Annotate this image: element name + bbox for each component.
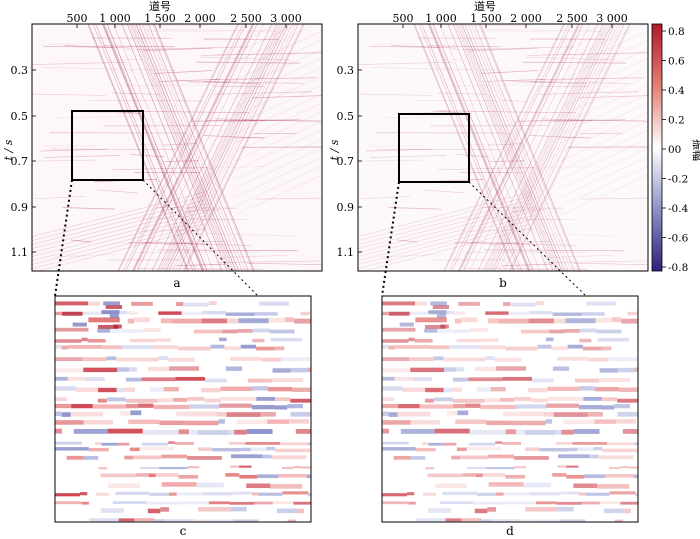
panel-b-frame bbox=[357, 23, 649, 272]
panel-a bbox=[31, 23, 323, 272]
panel-c-frame bbox=[54, 295, 312, 523]
x-tick-label: 3 000 bbox=[596, 12, 628, 25]
panel-b-label: b bbox=[499, 276, 507, 290]
colorbar-tick-label: -0.8 bbox=[668, 262, 688, 274]
x-tick-label: 1 000 bbox=[99, 12, 131, 25]
colorbar-tick-label: 0.8 bbox=[668, 26, 685, 38]
panel-d-label: d bbox=[506, 524, 514, 538]
x-tick-label: 1 500 bbox=[470, 12, 502, 25]
y-tick-label: 0.9 bbox=[337, 201, 355, 214]
y-tick-label: 1.1 bbox=[337, 246, 355, 259]
colorbar-tick-label: -0.4 bbox=[668, 203, 689, 215]
y-tick-label: 0.3 bbox=[337, 64, 355, 77]
connector-a-right bbox=[142, 179, 259, 297]
x-tick-label: 2 000 bbox=[184, 12, 216, 25]
x-tick-label: 500 bbox=[67, 12, 88, 25]
colorbar: 0.8 0.6 0.4 0.2 00 -0.2 -0.4 -0.6 -0.8 振幅 bbox=[651, 23, 700, 274]
colorbar-tick-label: -0.6 bbox=[668, 233, 689, 245]
colorbar-tick-label: 0.4 bbox=[668, 85, 685, 97]
panel-a-label: a bbox=[173, 276, 180, 290]
panel-a-frame bbox=[31, 23, 323, 272]
panel-b-zoom-box bbox=[398, 113, 470, 183]
y-tick-label: 0.5 bbox=[337, 110, 355, 123]
y-tick-label: 0.5 bbox=[11, 110, 29, 123]
colorbar-title: 振幅 bbox=[691, 139, 700, 161]
x-tick-label: 2 500 bbox=[230, 12, 262, 25]
x-tick-label: 3 000 bbox=[270, 12, 302, 25]
x-axis-top: 道号 道号 500 500 1 000 1 000 1 500 1 500 2 000 2 0… bbox=[67, 0, 628, 28]
y-tick-label: 0.3 bbox=[11, 64, 29, 77]
y-tick-label: 0.7 bbox=[337, 155, 355, 168]
y-axis-title-a: t / s bbox=[2, 139, 15, 160]
x-tick-label: 2 500 bbox=[556, 12, 588, 25]
x-axis-title-a: 道号 bbox=[149, 0, 171, 13]
panel-b-background bbox=[358, 24, 648, 271]
x-tick-label: 1 000 bbox=[425, 12, 457, 25]
panel-d bbox=[381, 295, 639, 523]
zoom-connectors bbox=[54, 179, 587, 297]
colorbar-gradient bbox=[651, 23, 663, 272]
y-axis: 0.3 0.3 0.5 0.5 0.7 0.7 0.9 0.9 1.1 1.1 t / s t /… bbox=[2, 64, 362, 259]
panel-c-label: c bbox=[180, 524, 187, 538]
connector-b-left bbox=[381, 181, 400, 297]
y-tick-label: 1.1 bbox=[11, 246, 29, 259]
colorbar-tick-label: 0.6 bbox=[668, 56, 685, 68]
panel-b-seismic-texture bbox=[358, 24, 648, 271]
colorbar-tick-label: 0.2 bbox=[668, 115, 685, 127]
connector-b-right bbox=[468, 181, 587, 297]
panel-a-zoom-box bbox=[71, 110, 144, 181]
x-tick-label: 500 bbox=[393, 12, 414, 25]
panel-d-seismic-texture bbox=[382, 301, 638, 522]
colorbar-tick-label: -0.2 bbox=[668, 174, 688, 186]
x-axis-title-b: 道号 bbox=[474, 0, 496, 13]
colorbar-tick-label: 00 bbox=[668, 144, 681, 156]
x-tick-label: 2 000 bbox=[510, 12, 542, 25]
x-tick-label: 1 500 bbox=[144, 12, 176, 25]
panel-c-seismic-texture bbox=[55, 301, 311, 522]
y-tick-label: 0.9 bbox=[11, 201, 29, 214]
panel-d-frame bbox=[381, 295, 639, 523]
y-axis-title-b: t / s bbox=[328, 139, 341, 160]
panel-c bbox=[54, 295, 312, 523]
panel-a-background bbox=[32, 24, 322, 271]
panel-a-seismic-texture bbox=[32, 24, 322, 271]
y-tick-label: 0.7 bbox=[11, 155, 29, 168]
panel-b bbox=[357, 23, 649, 272]
